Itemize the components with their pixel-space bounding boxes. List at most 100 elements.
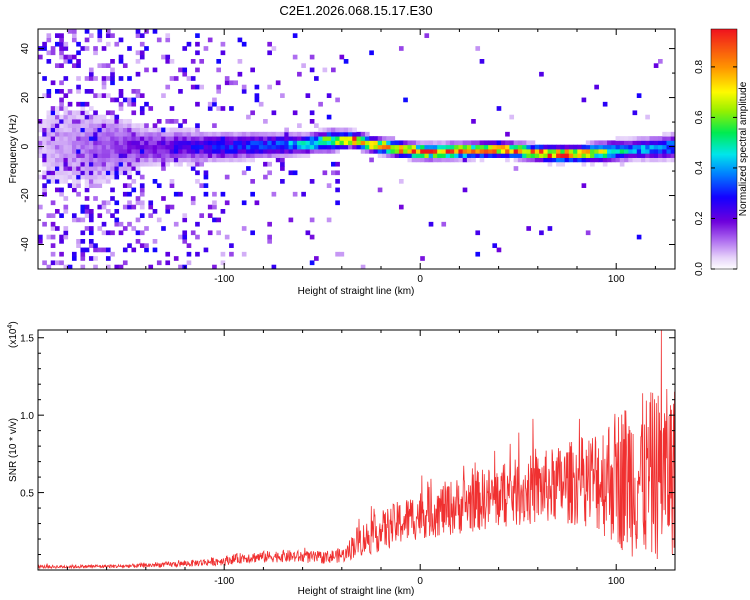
heatmap-cell — [110, 161, 115, 167]
heatmap-cell — [543, 144, 548, 150]
heatmap-cell — [560, 157, 565, 163]
heatmap-cell — [156, 183, 162, 188]
heatmap-cell — [63, 106, 69, 111]
heatmap-cell — [381, 149, 387, 154]
heatmap-cell — [50, 123, 56, 128]
heatmap-cell — [645, 144, 650, 150]
heatmap-cell — [522, 153, 527, 158]
heatmap-cell — [118, 144, 124, 150]
heatmap-cell — [42, 136, 47, 141]
heatmap-cell — [76, 157, 81, 163]
heatmap-cell — [54, 119, 60, 124]
heatmap-cell — [42, 46, 47, 51]
heatmap-cell — [263, 144, 268, 150]
heatmap-cell — [178, 264, 183, 269]
heatmap-cell — [292, 33, 298, 38]
heatmap-cell — [190, 230, 196, 236]
heatmap-cell — [131, 110, 137, 116]
heatmap-cell — [135, 166, 141, 171]
heatmap-cell — [42, 260, 47, 266]
heatmap-cell — [152, 131, 158, 137]
colorbar-strip — [711, 55, 737, 58]
heatmap-cell — [97, 161, 103, 167]
heatmap-cell — [84, 29, 90, 34]
heatmap-cell — [199, 131, 205, 137]
heatmap-cell — [63, 41, 69, 47]
heatmap-cell — [280, 93, 285, 98]
heatmap-cell — [424, 140, 430, 146]
heatmap-cell — [280, 149, 285, 154]
heatmap-cell — [186, 76, 192, 81]
heatmap-cell — [526, 149, 532, 154]
heatmap-cell — [539, 153, 544, 158]
heatmap-cell — [165, 127, 171, 133]
heatmap-cell — [122, 183, 128, 188]
heatmap-cell — [237, 144, 243, 150]
heatmap-cell — [50, 157, 56, 163]
heatmap-cell — [619, 153, 625, 158]
heatmap-cell — [122, 136, 128, 141]
heatmap-cell — [662, 144, 667, 150]
heatmap-cell — [178, 67, 183, 73]
heatmap-cell — [203, 170, 209, 176]
heatmap-cell — [611, 157, 616, 163]
heatmap-cell — [224, 157, 230, 163]
heatmap-cell — [118, 131, 124, 137]
colorbar: 0.00.20.40.60.8 Normalized spectral ampl… — [694, 28, 749, 276]
heatmap-cell — [63, 234, 69, 240]
heatmap-cell — [114, 136, 120, 141]
heatmap-cell — [670, 153, 675, 158]
heatmap-cell — [67, 174, 73, 180]
heatmap-cell — [84, 204, 90, 210]
heatmap-cell — [148, 106, 154, 111]
heatmap-cell — [63, 161, 69, 167]
heatmap-cell — [305, 136, 311, 141]
heatmap-cell — [216, 153, 222, 158]
heatmap-cell — [156, 217, 162, 223]
heatmap-cell — [71, 33, 77, 38]
heatmap-cell — [619, 144, 625, 150]
heatmap-cell — [139, 106, 145, 111]
heatmap-cell — [97, 247, 103, 253]
heatmap-cell — [46, 33, 52, 38]
heatmap-cell — [615, 153, 621, 158]
heatmap-cell — [97, 131, 103, 137]
heatmap-cell — [76, 174, 81, 180]
heatmap-cell — [301, 153, 306, 158]
heatmap-cell — [46, 264, 52, 269]
heatmap-cell — [479, 59, 485, 64]
heatmap-cell — [420, 157, 425, 163]
heatmap-cell — [59, 234, 64, 240]
colorbar-strip — [711, 211, 737, 214]
heatmap-cell — [658, 157, 663, 163]
heatmap-cell — [59, 140, 64, 146]
heatmap-cell — [301, 149, 306, 154]
heatmap-cell — [203, 191, 209, 197]
heatmap-cell — [195, 101, 200, 107]
heatmap-cell — [161, 196, 166, 201]
heatmap-cell — [46, 170, 52, 176]
heatmap-cell — [258, 136, 264, 141]
colorbar-strip — [711, 215, 737, 218]
heatmap-cell — [93, 123, 98, 128]
heatmap-cell — [653, 149, 659, 154]
heatmap-cell — [662, 136, 667, 141]
heatmap-cell — [93, 179, 98, 184]
heatmap-cell — [645, 136, 650, 141]
heatmap-cell — [356, 140, 362, 146]
heatmap-cell — [556, 149, 561, 154]
heatmap-cell — [275, 136, 281, 141]
heatmap-cell — [114, 217, 120, 223]
heatmap-cell — [305, 140, 311, 146]
heatmap-cell — [437, 140, 442, 146]
heatmap-cell — [127, 166, 132, 171]
heatmap-cell — [135, 170, 141, 176]
colorbar-strip — [711, 35, 737, 38]
colorbar-strip — [711, 183, 737, 186]
heatmap-cell — [46, 157, 52, 163]
heatmap-cell — [619, 136, 625, 141]
heatmap-cell — [237, 140, 243, 146]
heatmap-cell — [67, 110, 73, 116]
heatmap-cell — [466, 144, 472, 150]
heatmap-cell — [50, 131, 56, 137]
